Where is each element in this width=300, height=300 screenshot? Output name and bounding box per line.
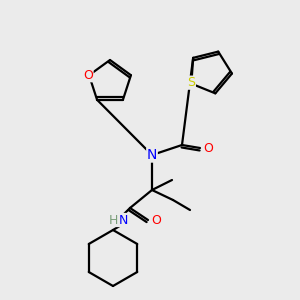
Text: S: S (187, 76, 195, 89)
Text: O: O (203, 142, 213, 154)
Text: N: N (118, 214, 128, 226)
Text: H: H (108, 214, 118, 226)
Text: O: O (151, 214, 161, 227)
Text: N: N (147, 148, 157, 162)
Text: O: O (83, 69, 93, 82)
